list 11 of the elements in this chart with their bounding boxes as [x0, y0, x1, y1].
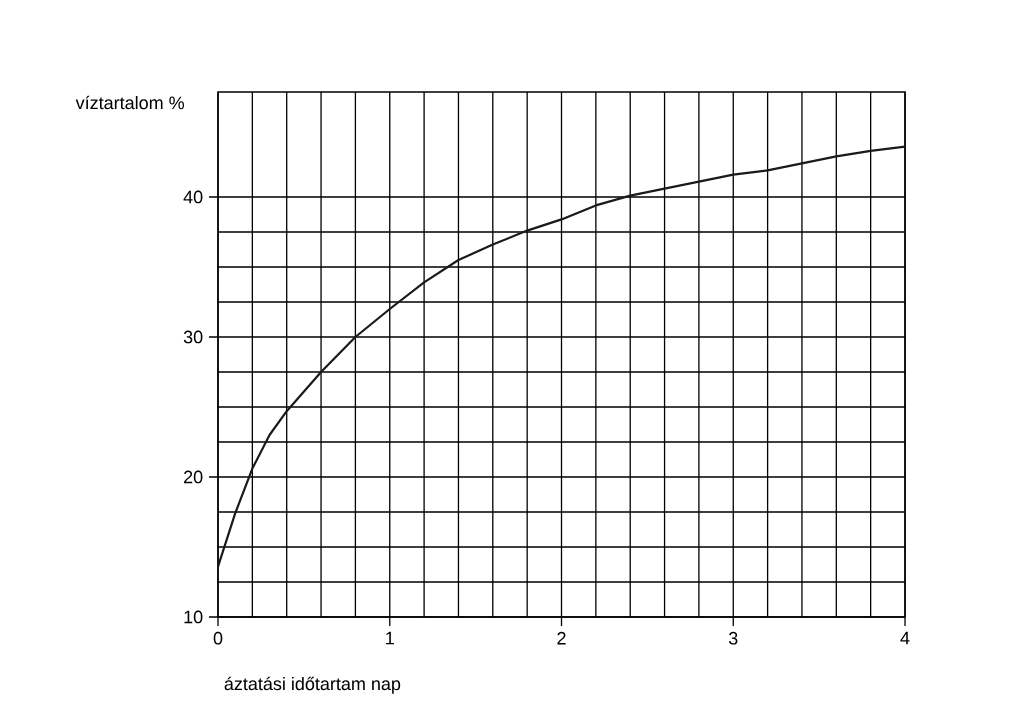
x-tick-label: 4	[900, 631, 910, 645]
x-tick-label: 2	[557, 631, 566, 645]
y-tick-label: 20	[184, 470, 203, 484]
x-axis-title: áztatási időtartam nap	[224, 676, 401, 694]
y-axis-title: víztartalom %	[75, 95, 185, 110]
y-tick-label: 40	[183, 190, 203, 204]
y-tick-label: 30	[183, 330, 203, 344]
x-tick-label: 3	[728, 631, 738, 645]
y-tick-label: 10	[184, 610, 203, 624]
x-tick-label: 1	[386, 631, 394, 645]
x-tick-label: 0	[213, 631, 223, 645]
